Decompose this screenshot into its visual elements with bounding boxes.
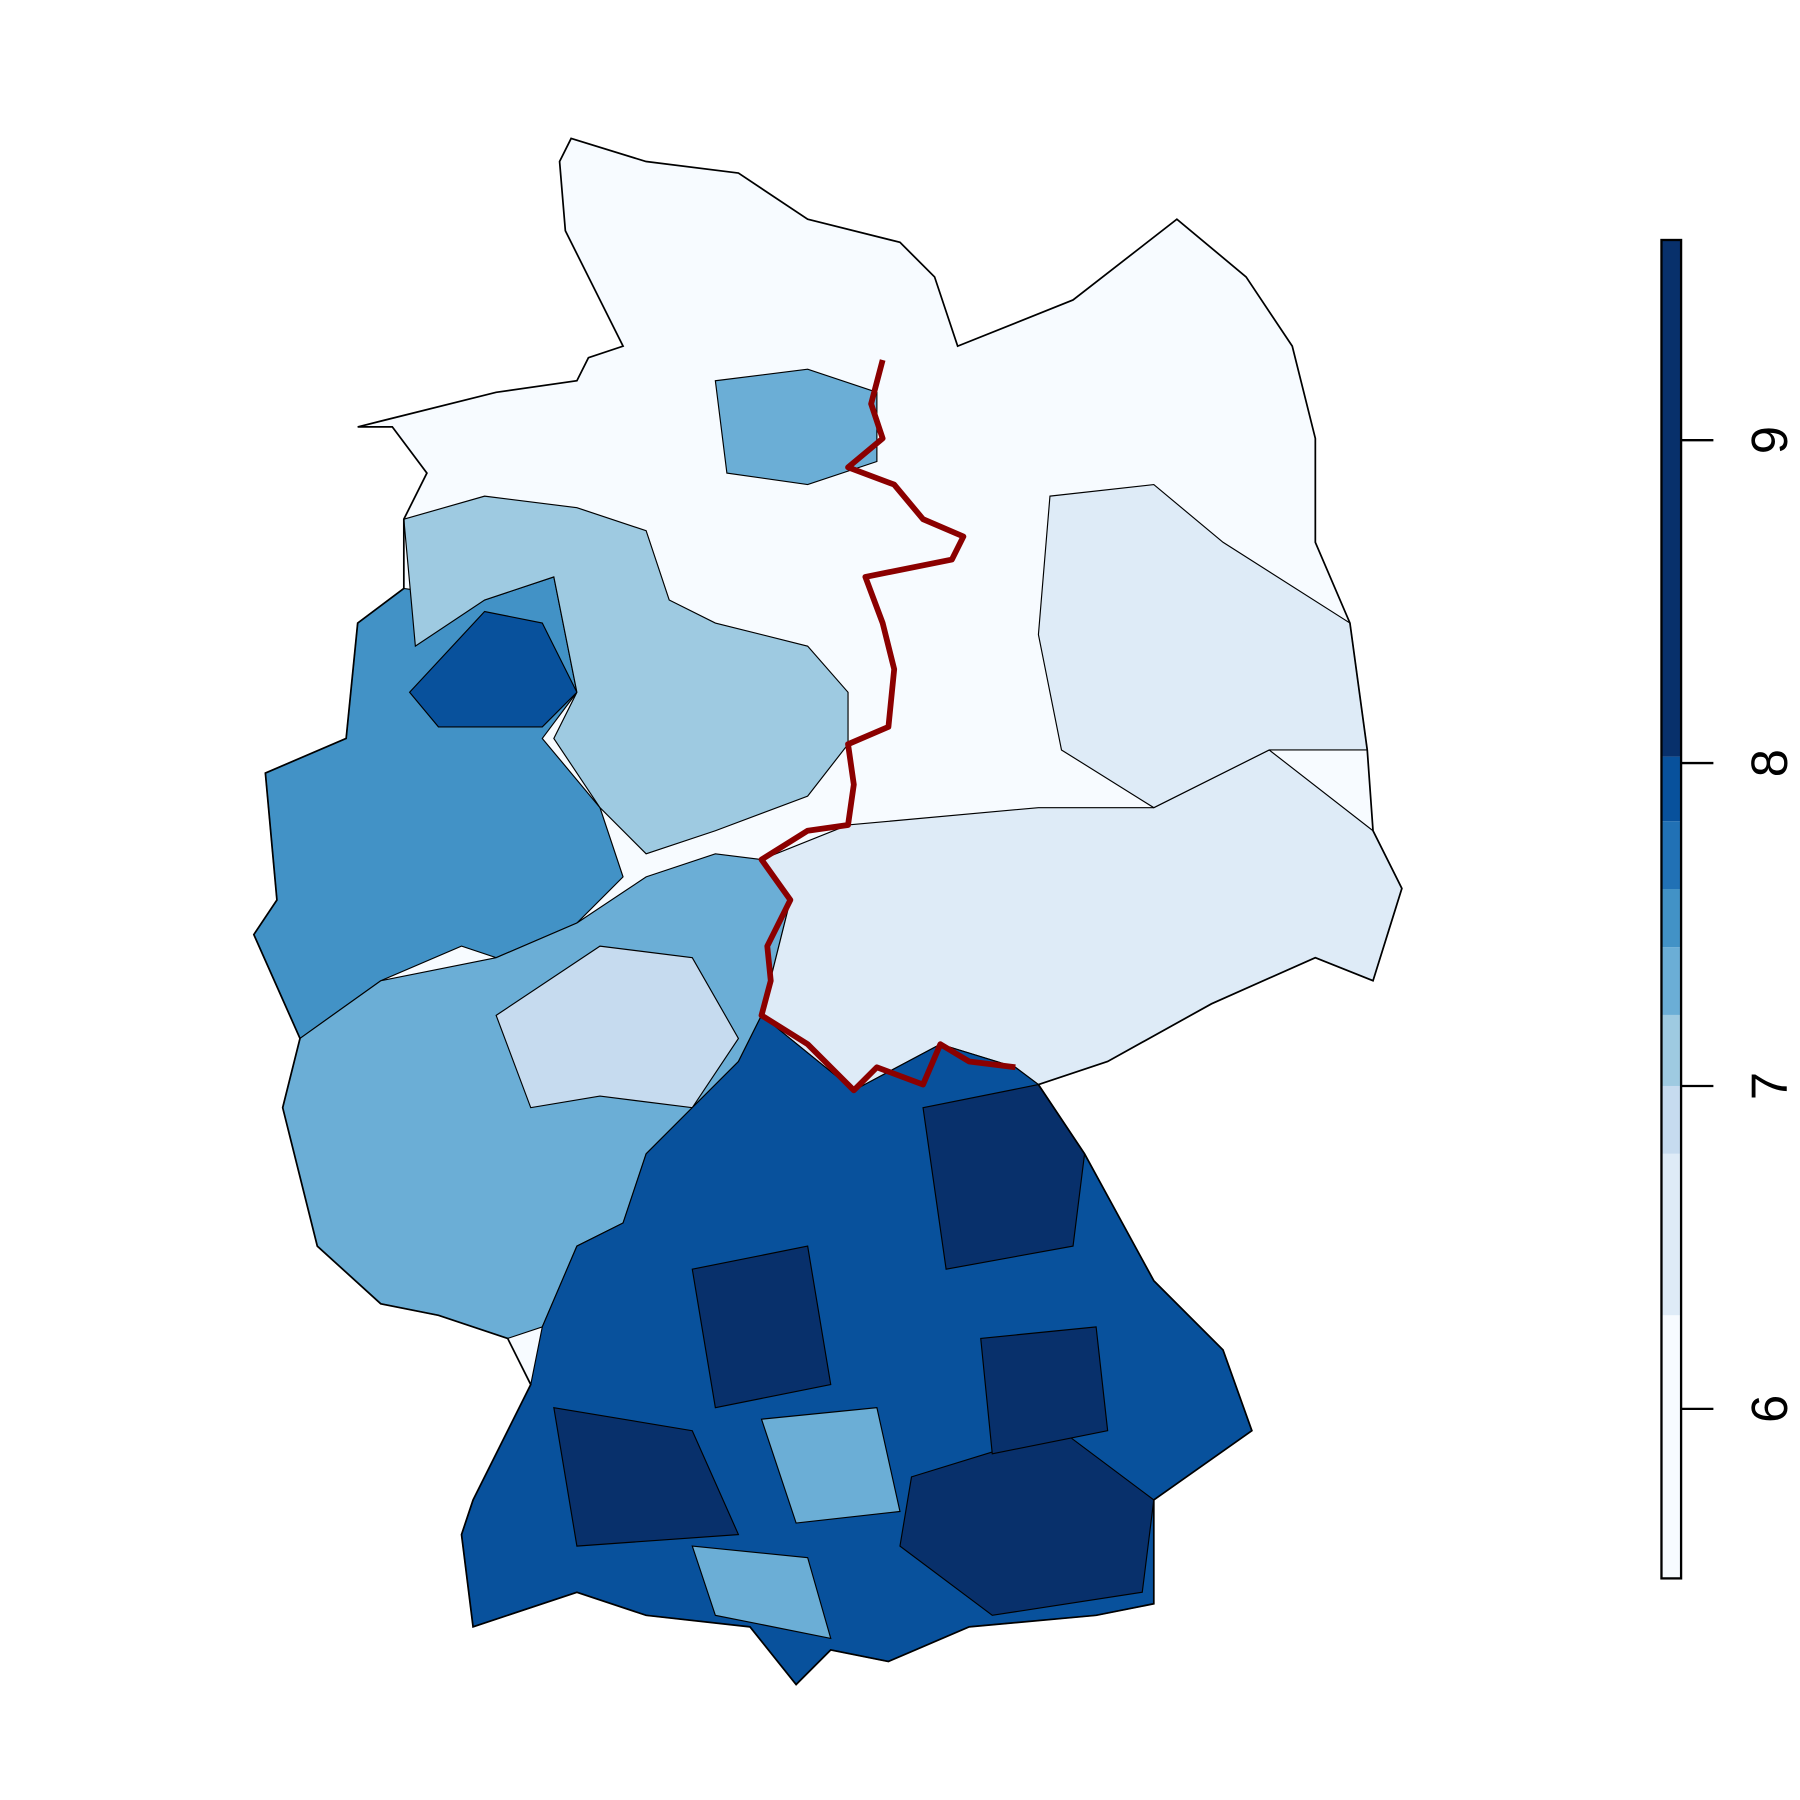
district-region bbox=[714, 368, 878, 486]
colorbar-tick-label: 9 bbox=[1741, 426, 1798, 454]
colorbar-bin bbox=[1661, 889, 1682, 948]
district-region bbox=[495, 945, 740, 1109]
former-inner-border bbox=[758, 359, 1016, 1094]
colorbar-bin bbox=[1661, 1014, 1682, 1086]
district-region bbox=[922, 1083, 1086, 1270]
district-region bbox=[691, 1545, 832, 1640]
district-region bbox=[760, 1407, 901, 1524]
district-region bbox=[1037, 483, 1368, 809]
colorbar-tick-label: 8 bbox=[1741, 749, 1798, 777]
district-region bbox=[980, 1326, 1109, 1455]
district-region bbox=[691, 1245, 832, 1409]
colorbar-bin bbox=[1661, 239, 1682, 757]
colorbar-bin bbox=[1661, 1153, 1682, 1316]
colorbar-frame bbox=[1660, 238, 1683, 1580]
colorbar-bin bbox=[1661, 1315, 1682, 1579]
district-region bbox=[553, 1406, 740, 1547]
colorbar-bin bbox=[1661, 947, 1682, 1015]
colorbar-tick-label: 6 bbox=[1741, 1395, 1798, 1423]
colorbar-tick-label: 7 bbox=[1741, 1072, 1798, 1100]
country-outline bbox=[252, 137, 1403, 1686]
colorbar-bin bbox=[1661, 756, 1682, 822]
colorbar-bin bbox=[1661, 1085, 1682, 1154]
map-layer: 6 7 8 9 bbox=[252, 137, 1798, 1686]
district-region bbox=[403, 495, 849, 855]
colorbar-bin bbox=[1661, 821, 1682, 890]
